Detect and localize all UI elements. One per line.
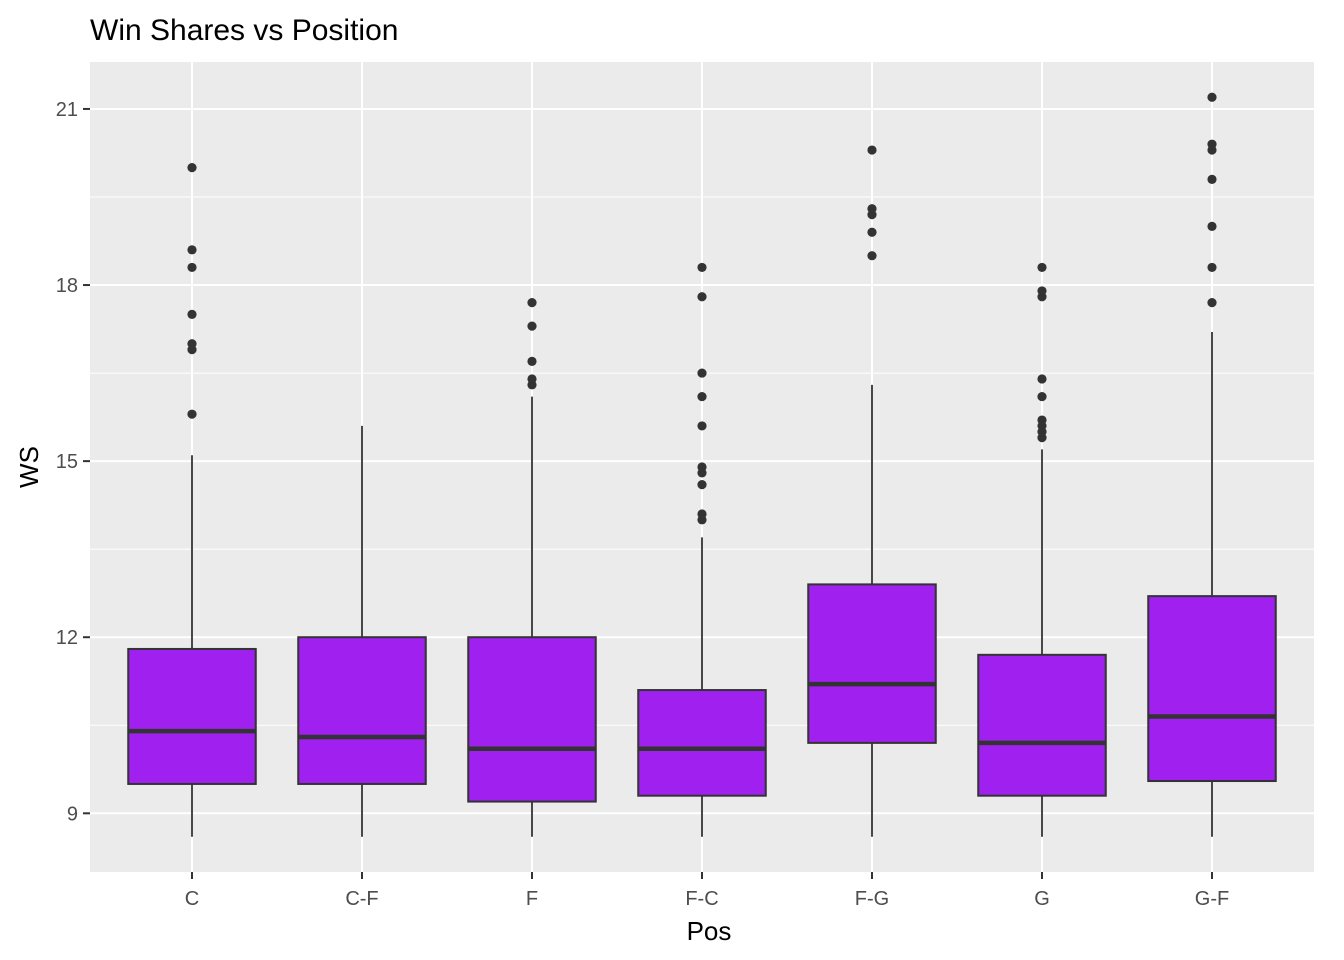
y-tick-label: 9: [67, 803, 78, 825]
outlier-point: [187, 339, 197, 349]
x-tick-label: C-F: [345, 888, 378, 910]
outlier-point: [697, 391, 707, 402]
outlier-point: [1037, 391, 1047, 402]
outlier-point: [697, 368, 707, 378]
box-C-F: [297, 425, 427, 837]
x-tick-label: F: [526, 888, 538, 910]
outlier-point: [187, 409, 197, 419]
outlier-point: [187, 309, 197, 319]
outlier-point: [1037, 415, 1047, 425]
iqr-box: [297, 636, 427, 785]
outlier-point: [867, 145, 877, 155]
outlier-point: [1037, 374, 1047, 384]
outlier-point: [1207, 174, 1217, 184]
x-tick-label: G: [1034, 888, 1050, 910]
box-F-C: [637, 262, 767, 837]
outlier-point: [1207, 92, 1217, 102]
iqr-box: [807, 583, 937, 744]
outlier-point: [1037, 286, 1047, 296]
outlier-point: [867, 251, 877, 261]
box-G-F: [1147, 92, 1277, 837]
outlier-point: [1207, 221, 1217, 231]
outlier-point: [697, 292, 707, 302]
outlier-point: [697, 480, 707, 490]
outlier-point: [187, 163, 197, 173]
y-axis: 9 12 15 18 21: [56, 99, 90, 825]
outlier-point: [1207, 139, 1217, 149]
y-tick-label: 15: [56, 451, 78, 473]
outlier-point: [697, 262, 707, 273]
y-tick-label: 12: [56, 627, 78, 649]
chart-title: Win Shares vs Position: [90, 14, 398, 47]
iqr-box: [467, 636, 597, 803]
y-axis-title: WS: [14, 446, 44, 488]
iqr-box: [637, 689, 767, 797]
x-tick-label: F-C: [685, 888, 718, 910]
outlier-point: [187, 245, 197, 255]
iqr-box: [1147, 595, 1277, 783]
box-G: [977, 262, 1107, 837]
outlier-point: [867, 227, 877, 237]
outlier-point: [1207, 262, 1217, 273]
outlier-point: [527, 298, 537, 308]
iqr-box: [127, 647, 257, 785]
x-axis-title: Pos: [687, 916, 732, 946]
box-F: [467, 298, 597, 837]
outlier-point: [187, 262, 197, 273]
y-tick-label: 18: [56, 275, 78, 297]
outlier-point: [1037, 262, 1047, 273]
box-C: [127, 163, 257, 837]
x-tick-label: G-F: [1195, 888, 1229, 910]
outlier-point: [1207, 298, 1217, 308]
outlier-point: [527, 321, 537, 331]
x-tick-label: F-G: [855, 888, 889, 910]
x-axis: C C-F F F-C F-G G G-F: [185, 872, 1229, 910]
boxplot-series: [127, 92, 1277, 837]
iqr-box: [977, 653, 1107, 797]
outlier-point: [697, 421, 707, 431]
box-F-G: [807, 145, 937, 837]
outlier-point: [527, 356, 537, 366]
outlier-point: [697, 509, 707, 519]
outlier-point: [697, 462, 707, 472]
outlier-point: [867, 204, 877, 214]
x-tick-label: C: [185, 888, 199, 910]
y-tick-label: 21: [56, 99, 78, 121]
outlier-point: [527, 374, 537, 384]
